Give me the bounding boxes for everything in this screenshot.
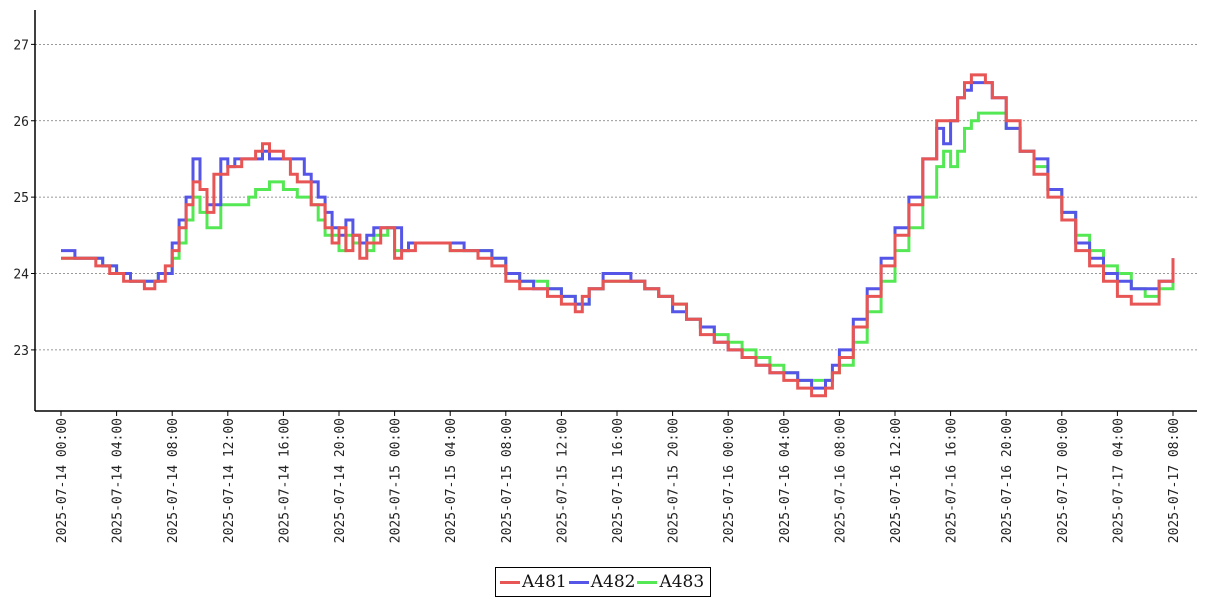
- x-tick-label: 2025-07-14 12:00: [222, 418, 237, 543]
- legend-item-a482: A482: [568, 572, 636, 592]
- x-tick-label: 2025-07-17 00:00: [1056, 418, 1071, 543]
- y-tick-label: 23: [13, 344, 29, 359]
- x-tick-label: 2025-07-16 12:00: [889, 418, 904, 543]
- x-ticks: 2025-07-14 00:00 2025-07-14 04:00 2025-07-…: [55, 411, 1182, 543]
- legend-label: A483: [659, 572, 705, 592]
- legend-swatch: [500, 580, 520, 584]
- x-tick-label: 2025-07-16 08:00: [833, 418, 848, 543]
- grid-lines: [35, 43, 1197, 351]
- x-tick-label: 2025-07-16 04:00: [778, 418, 793, 543]
- y-tick-label: 25: [13, 191, 29, 206]
- x-tick-label: 2025-07-14 04:00: [111, 418, 126, 543]
- legend-label: A482: [590, 572, 636, 592]
- x-tick-label: 2025-07-15 00:00: [389, 418, 404, 543]
- x-tick-label: 2025-07-16 16:00: [945, 418, 960, 543]
- series-line-a483: [61, 111, 1175, 382]
- legend-swatch: [568, 580, 589, 584]
- x-tick-label: 2025-07-14 20:00: [333, 418, 348, 543]
- legend: A481 A482 A483: [495, 567, 712, 597]
- series-lines: [61, 73, 1175, 398]
- series-line-a482: [61, 81, 1175, 390]
- x-tick-label: 2025-07-16 20:00: [1000, 418, 1015, 543]
- x-tick-label: 2025-07-14 00:00: [55, 418, 70, 543]
- legend-label: A481: [522, 572, 567, 592]
- x-tick-label: 2025-07-14 16:00: [277, 418, 292, 543]
- series-line-a481: [61, 73, 1175, 398]
- x-tick-label: 2025-07-16 00:00: [722, 418, 737, 543]
- x-tick-label: 2025-07-15 08:00: [500, 418, 515, 543]
- y-tick-label: 24: [13, 268, 29, 283]
- x-tick-label: 2025-07-15 16:00: [611, 418, 626, 543]
- x-tick-label: 2025-07-15 20:00: [667, 418, 682, 543]
- legend-swatch: [637, 580, 658, 584]
- x-tick-label: 2025-07-15 04:00: [444, 418, 459, 543]
- x-tick-label: 2025-07-17 04:00: [1111, 418, 1126, 543]
- x-tick-label: 2025-07-15 12:00: [555, 418, 570, 543]
- legend-item-a481: A481: [500, 572, 567, 592]
- y-tick-label: 27: [13, 38, 29, 53]
- y-tick-label: 26: [13, 115, 29, 130]
- axes: [34, 10, 1197, 412]
- y-ticks: 23 24 25 26 27: [13, 38, 35, 359]
- legend-item-a483: A483: [637, 572, 704, 592]
- x-tick-label: 2025-07-17 08:00: [1167, 418, 1182, 543]
- x-tick-label: 2025-07-14 08:00: [166, 418, 181, 543]
